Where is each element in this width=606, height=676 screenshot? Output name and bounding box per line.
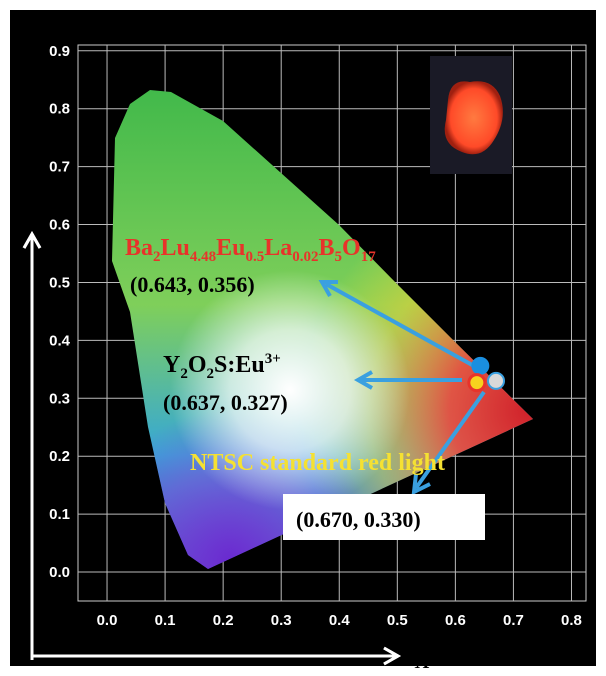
x-tick-label: 0.0 [97, 612, 118, 629]
sample-photo [430, 56, 512, 174]
label-part: 5 [335, 249, 343, 265]
y-tick-label: 0.3 [49, 390, 70, 407]
y-tick-label: 0.1 [49, 506, 70, 523]
coord-label: (0.670, 0.330) [296, 507, 421, 532]
label-part: B [319, 235, 335, 261]
series-label: Y2O2S:Eu3+ [163, 351, 281, 382]
label-part: 2 [207, 366, 215, 382]
coord-label: (0.643, 0.356) [130, 272, 255, 297]
coord-label: (0.637, 0.327) [163, 390, 288, 415]
label-part: 4.48 [190, 249, 216, 265]
point [487, 371, 506, 390]
label-part: NTSC standard red light [190, 450, 445, 476]
label-part: S:Eu [214, 352, 265, 378]
label-part: La [264, 235, 292, 261]
y-tick-label: 0.7 [49, 159, 70, 176]
x-tick-label: 0.1 [155, 612, 176, 629]
label-part: 2 [180, 366, 188, 382]
point [467, 373, 487, 393]
y-axis-label: y [23, 174, 38, 207]
y-tick-label: 0.8 [49, 101, 70, 118]
x-tick-label: 0.5 [387, 612, 408, 629]
x-tick-label: 0.4 [329, 612, 351, 629]
label-part: 17 [361, 249, 377, 265]
pointer-arrows [318, 280, 486, 496]
x-tick-label: 0.6 [445, 612, 466, 629]
label-part: O [188, 352, 207, 378]
label-part: 0.02 [292, 249, 318, 265]
y-tick-label: 0.6 [49, 217, 70, 234]
x-axis-label: x [415, 642, 430, 675]
label-part: 3+ [265, 351, 281, 367]
y-tick-label: 0.0 [49, 564, 70, 581]
x-tick-label: 0.7 [503, 612, 524, 629]
label-part: Ba [125, 235, 153, 261]
y-tick-label: 0.4 [49, 332, 71, 349]
label-part: Y [163, 352, 180, 378]
label-part: Lu [161, 235, 190, 261]
coord-box [283, 494, 485, 540]
x-tick-label: 0.2 [213, 612, 234, 629]
y-tick-label: 0.5 [49, 274, 70, 291]
point [471, 356, 490, 375]
series-label: Ba2Lu4.48Eu0.5La0.02B5O17 [125, 235, 376, 265]
label-part: 2 [153, 249, 161, 265]
x-tick-label: 0.8 [561, 612, 582, 629]
axis-arrows-white [22, 230, 402, 666]
x-tick-label: 0.3 [271, 612, 292, 629]
series-label: NTSC standard red light [190, 450, 445, 476]
y-tick-label: 0.2 [49, 448, 70, 465]
label-part: O [342, 235, 361, 261]
label-part: Eu [216, 235, 245, 261]
label-part: 0.5 [245, 249, 264, 265]
y-tick-label: 0.9 [49, 43, 70, 60]
